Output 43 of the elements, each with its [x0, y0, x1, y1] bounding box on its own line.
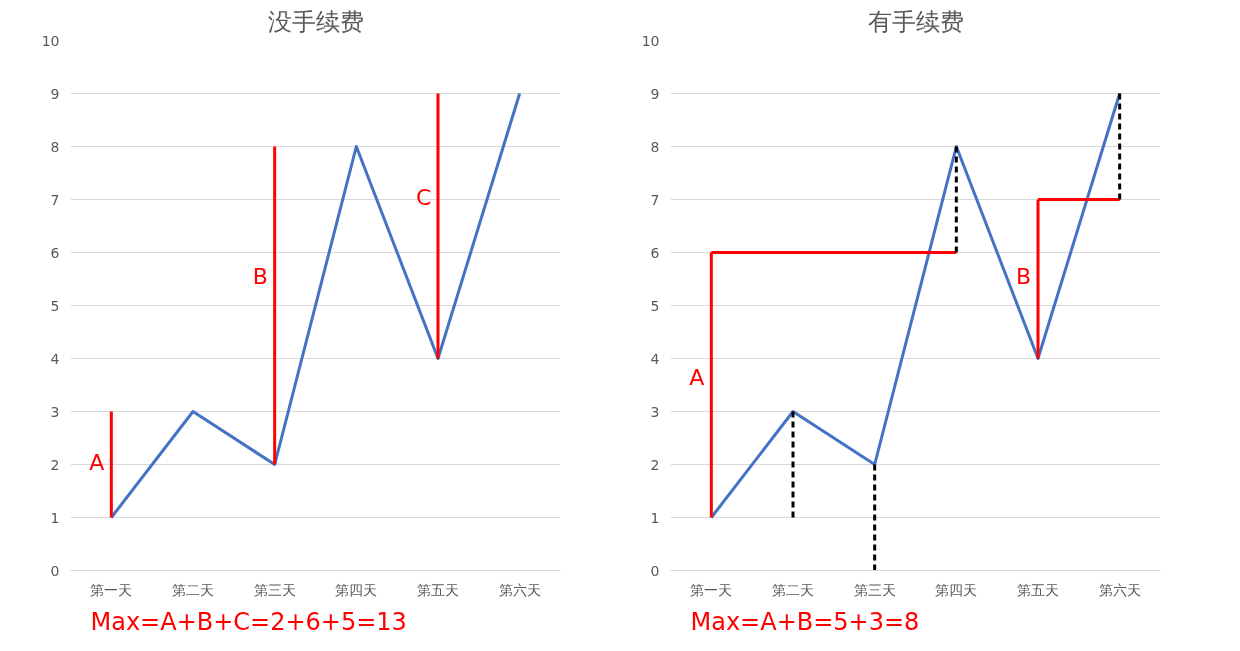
- x-tick-label: 第二天: [772, 581, 814, 598]
- y-tick-label: 6: [650, 244, 660, 261]
- y-tick-label: 8: [650, 138, 660, 155]
- y-tick-label: 5: [50, 297, 60, 314]
- x-tick-label: 第四天: [335, 581, 378, 598]
- x-tick-label: 第一天: [690, 581, 733, 598]
- y-tick-label: 10: [641, 32, 660, 49]
- y-tick-label: 4: [50, 350, 60, 367]
- annotation: B: [1016, 264, 1032, 289]
- y-tick-label: 2: [650, 456, 660, 473]
- y-tick-label: 8: [50, 138, 60, 155]
- annotation: A: [89, 449, 105, 475]
- y-tick-label: 7: [50, 191, 60, 208]
- x-tick-label: 第六天: [498, 581, 541, 598]
- x-tick-label: 第三天: [253, 581, 296, 598]
- y-tick-label: 3: [50, 403, 60, 420]
- x-tick-label: 第一天: [90, 581, 133, 598]
- x-tick-label: 第四天: [935, 581, 978, 598]
- y-tick-label: 4: [650, 350, 660, 367]
- x-tick-label: 第二天: [172, 581, 214, 598]
- y-tick-label: 0: [650, 562, 660, 579]
- y-tick-label: 2: [50, 456, 60, 473]
- x-tick-label: 第六天: [1098, 581, 1141, 598]
- x-tick-label: 第五天: [1017, 581, 1059, 598]
- y-tick-label: 6: [50, 244, 60, 261]
- y-tick-label: 9: [50, 85, 60, 102]
- y-tick-label: 5: [650, 297, 660, 314]
- x-tick-label: 第五天: [417, 581, 459, 598]
- annotation: A: [689, 364, 705, 390]
- x-tick-label: 第三天: [853, 581, 896, 598]
- chart-title: 没手续费: [267, 7, 364, 36]
- text: Max=A+B=5+3=8: [690, 607, 920, 636]
- y-tick-label: 1: [650, 509, 660, 526]
- y-tick-label: 9: [650, 85, 660, 102]
- annotation: C: [416, 184, 432, 210]
- annotation: B: [252, 264, 268, 289]
- y-tick-label: 3: [650, 403, 660, 420]
- y-tick-label: 7: [650, 191, 660, 208]
- y-tick-label: 10: [41, 32, 60, 49]
- chart-title: 有手续费: [867, 7, 964, 36]
- y-tick-label: 0: [50, 562, 60, 579]
- text: Max=A+B+C=2+6+5=13: [90, 607, 407, 636]
- y-tick-label: 1: [50, 509, 60, 526]
